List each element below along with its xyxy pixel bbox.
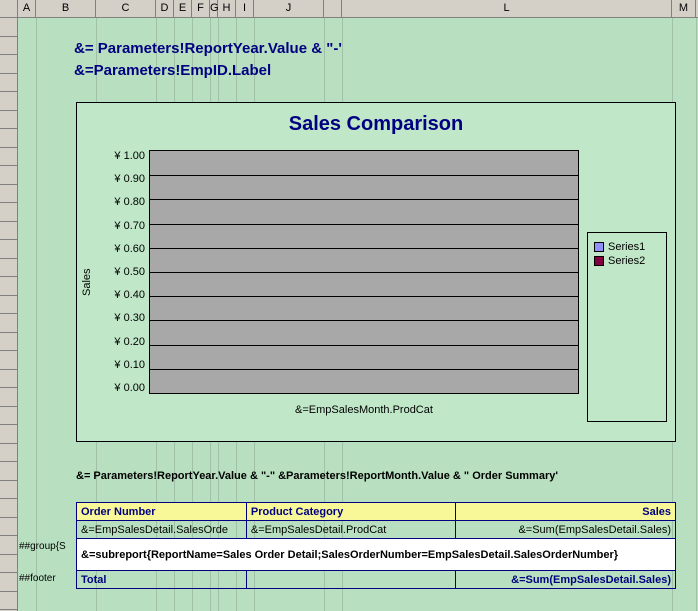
cell-sales[interactable]: &=Sum(EmpSalesDetail.Sales): [456, 521, 676, 539]
footer-row-label: ##footer: [19, 573, 56, 584]
column-header-blank[interactable]: [324, 0, 342, 17]
row-header[interactable]: [0, 240, 17, 259]
title-line-2: &=Parameters!EmpID.Label: [74, 62, 271, 79]
row-header[interactable]: [0, 425, 17, 444]
row-header[interactable]: [0, 314, 17, 333]
sheet-grid[interactable]: &= Parameters!ReportYear.Value & "-' &=P…: [18, 18, 698, 611]
row-header[interactable]: [0, 166, 17, 185]
table-data-row[interactable]: &=EmpSalesDetail.SalesOrde &=EmpSalesDet…: [77, 521, 676, 539]
cell-order-number[interactable]: &=EmpSalesDetail.SalesOrde: [77, 521, 247, 539]
chart-y-tick: ¥ 0.40: [97, 289, 145, 301]
chart-y-ticks: ¥ 1.00 ¥ 0.90 ¥ 0.80 ¥ 0.70 ¥ 0.60 ¥ 0.50 ¥ 0.…: [97, 142, 149, 422]
legend-label: Series1: [608, 241, 645, 253]
group-row-label: ##group{S: [19, 541, 66, 552]
row-header[interactable]: [0, 277, 17, 296]
th-sales[interactable]: Sales: [456, 503, 676, 521]
legend-swatch: [594, 242, 604, 252]
row-header[interactable]: [0, 407, 17, 426]
column-headers: ABCDEFGHIJ LM: [0, 0, 698, 18]
chart-plot: &=EmpSalesMonth.ProdCat: [149, 142, 579, 422]
chart-y-tick: ¥ 0.10: [97, 359, 145, 371]
chart-y-tick: ¥ 0.30: [97, 312, 145, 324]
cell-product-category[interactable]: &=EmpSalesDetail.ProdCat: [246, 521, 455, 539]
row-header[interactable]: [0, 462, 17, 481]
column-header-H[interactable]: H: [218, 0, 236, 17]
row-header[interactable]: [0, 259, 17, 278]
title-line-1: &= Parameters!ReportYear.Value & "-': [74, 40, 342, 57]
column-header-G[interactable]: G: [210, 0, 218, 17]
row-header[interactable]: [0, 536, 17, 555]
column-header-J[interactable]: J: [254, 0, 324, 17]
column-header-C[interactable]: C: [96, 0, 156, 17]
row-header[interactable]: [0, 185, 17, 204]
chart-y-tick: ¥ 0.20: [97, 336, 145, 348]
row-header[interactable]: [0, 129, 17, 148]
column-header-M[interactable]: M: [672, 0, 696, 17]
row-header[interactable]: [0, 573, 17, 592]
row-header[interactable]: [0, 481, 17, 500]
chart-legend: Series1 Series2: [587, 232, 667, 422]
table-group-row[interactable]: ##group{S &=subreport{ReportName=Sales O…: [77, 539, 676, 571]
row-header[interactable]: [0, 351, 17, 370]
summary-line: &= Parameters!ReportYear.Value & "-" &Pa…: [76, 470, 558, 482]
column-header-B[interactable]: B: [36, 0, 96, 17]
chart-y-tick: ¥ 1.00: [97, 150, 145, 162]
chart-y-tick: ¥ 0.90: [97, 173, 145, 185]
chart-x-axis-label: &=EmpSalesMonth.ProdCat: [149, 404, 579, 416]
chart-container[interactable]: Sales Comparison Sales ¥ 1.00 ¥ 0.90 ¥ 0.8…: [76, 102, 676, 442]
row-header[interactable]: [0, 499, 17, 518]
row-header[interactable]: [0, 388, 17, 407]
row-header[interactable]: [0, 92, 17, 111]
cell-subreport[interactable]: ##group{S &=subreport{ReportName=Sales O…: [77, 539, 676, 571]
legend-item: Series2: [594, 255, 660, 267]
column-header-A[interactable]: A: [18, 0, 36, 17]
cell-total-mid[interactable]: [246, 571, 455, 589]
row-header[interactable]: [0, 592, 17, 611]
row-header[interactable]: [0, 55, 17, 74]
chart-y-tick: ¥ 0.80: [97, 196, 145, 208]
row-header[interactable]: [0, 37, 17, 56]
row-header[interactable]: [0, 222, 17, 241]
chart-plot-area: [149, 150, 579, 394]
chart-y-tick: ¥ 0.60: [97, 243, 145, 255]
column-header-I[interactable]: I: [236, 0, 254, 17]
row-headers: [0, 18, 18, 611]
column-header-E[interactable]: E: [174, 0, 192, 17]
row-header[interactable]: [0, 18, 17, 37]
row-header[interactable]: [0, 518, 17, 537]
chart-y-tick: ¥ 0.00: [97, 382, 145, 394]
summary-table[interactable]: Order Number Product Category Sales &=Em…: [76, 502, 676, 589]
cell-total-sales[interactable]: &=Sum(EmpSalesDetail.Sales): [456, 571, 676, 589]
row-header[interactable]: [0, 444, 17, 463]
column-header-D[interactable]: D: [156, 0, 174, 17]
th-product-category[interactable]: Product Category: [246, 503, 455, 521]
th-order-number[interactable]: Order Number: [77, 503, 247, 521]
spreadsheet: ABCDEFGHIJ LM &= Parameters!ReportYear.Va…: [0, 0, 698, 611]
table-header-row: Order Number Product Category Sales: [77, 503, 676, 521]
legend-label: Series2: [608, 255, 645, 267]
column-header-L[interactable]: L: [342, 0, 672, 17]
cell-total-label[interactable]: ##footer Total: [77, 571, 247, 589]
row-header[interactable]: [0, 111, 17, 130]
row-header[interactable]: [0, 555, 17, 574]
row-header[interactable]: [0, 74, 17, 93]
chart-y-axis-label: Sales: [77, 142, 97, 422]
column-header-F[interactable]: F: [192, 0, 210, 17]
legend-swatch: [594, 256, 604, 266]
chart-title: Sales Comparison: [77, 103, 675, 142]
chart-y-tick: ¥ 0.70: [97, 220, 145, 232]
row-header[interactable]: [0, 148, 17, 167]
row-header[interactable]: [0, 296, 17, 315]
table-total-row[interactable]: ##footer Total &=Sum(EmpSalesDetail.Sale…: [77, 571, 676, 589]
chart-y-tick: ¥ 0.50: [97, 266, 145, 278]
legend-item: Series1: [594, 241, 660, 253]
row-header[interactable]: [0, 333, 17, 352]
row-header[interactable]: [0, 203, 17, 222]
row-header[interactable]: [0, 370, 17, 389]
